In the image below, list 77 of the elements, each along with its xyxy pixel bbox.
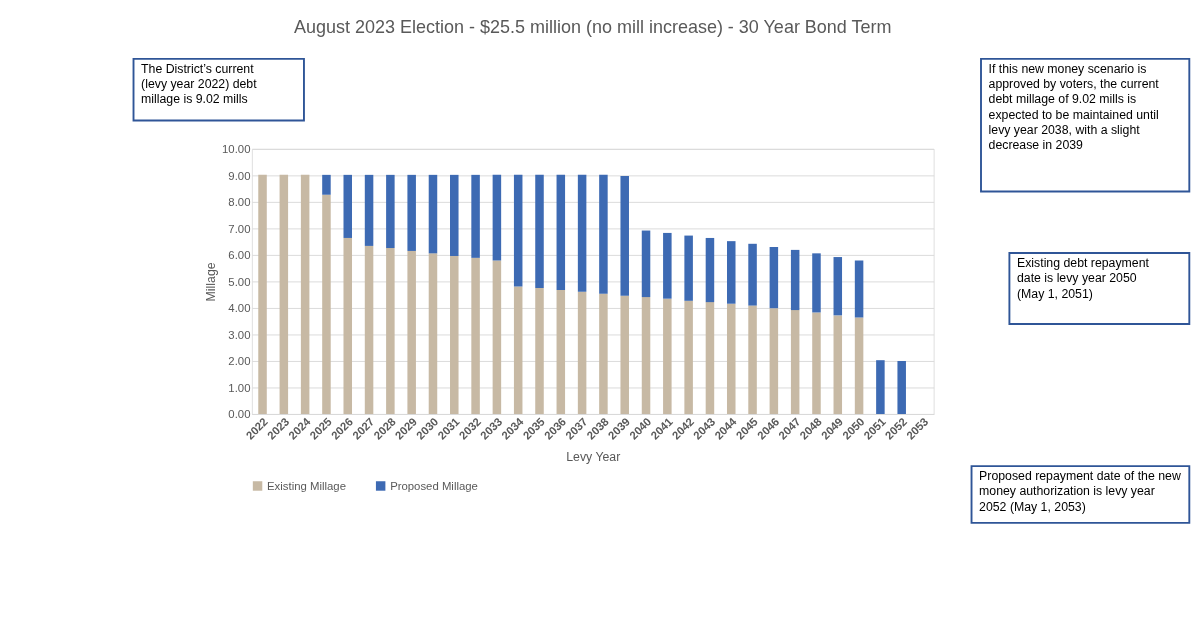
bar bbox=[663, 232, 672, 299]
bar bbox=[748, 305, 757, 415]
y-tick-label: 9.00 bbox=[228, 169, 251, 182]
bar bbox=[599, 293, 608, 415]
bar bbox=[556, 289, 566, 415]
text: If this new money scenario is approved by voters, the current debt millage of 9.02 mills is expected to be maintained until levy year 2038, with a slight decrease in 2039 bbox=[988, 62, 1160, 152]
bar bbox=[748, 243, 757, 306]
bar bbox=[407, 250, 416, 415]
bar bbox=[300, 174, 310, 415]
bar bbox=[897, 360, 906, 415]
bar bbox=[513, 286, 523, 415]
bar bbox=[428, 174, 438, 254]
y-tick-label: 7.00 bbox=[228, 222, 251, 235]
x-axis-title: Levy Year bbox=[566, 449, 621, 464]
bar bbox=[726, 303, 736, 415]
text: Proposed repayment date of the new money authorization is levy year 2052 (May 1, 2053) bbox=[979, 469, 1181, 514]
bar bbox=[407, 174, 416, 251]
text: Existing debt repayment date is levy year 2050 (May 1, 2051) bbox=[1016, 256, 1150, 301]
bar bbox=[876, 360, 885, 415]
y-tick-label: 4.00 bbox=[228, 302, 251, 315]
y-tick-label: 10.00 bbox=[222, 143, 251, 156]
bar bbox=[577, 174, 587, 292]
bar bbox=[343, 174, 353, 238]
y-tick-label: 3.00 bbox=[228, 328, 251, 341]
bar bbox=[684, 300, 693, 415]
bar bbox=[641, 230, 651, 298]
bar bbox=[364, 245, 374, 415]
bar bbox=[343, 237, 353, 415]
bar bbox=[556, 174, 566, 290]
text: The District’s current (levy year 2022) debt millage is 9.02 mills bbox=[141, 62, 258, 107]
bar bbox=[364, 174, 374, 246]
legend-label: Existing Millage bbox=[267, 479, 346, 492]
legend-label: Proposed Millage bbox=[390, 479, 478, 492]
bar bbox=[450, 174, 459, 256]
bar bbox=[471, 174, 480, 258]
y-tick-label: 5.00 bbox=[228, 275, 251, 288]
bar bbox=[726, 241, 736, 304]
bar bbox=[492, 174, 502, 261]
y-tick-label: 2.00 bbox=[228, 355, 251, 368]
y-tick-label: 1.00 bbox=[228, 381, 251, 394]
bar bbox=[535, 174, 544, 289]
bar bbox=[428, 253, 438, 415]
y-tick-label: 6.00 bbox=[228, 249, 251, 262]
bar bbox=[854, 317, 864, 415]
bar bbox=[599, 174, 608, 294]
y-tick-label: 8.00 bbox=[228, 196, 251, 209]
bar bbox=[450, 255, 459, 415]
bar bbox=[641, 297, 651, 415]
bar bbox=[535, 288, 544, 415]
bar bbox=[620, 295, 629, 415]
bar bbox=[769, 308, 779, 415]
bar bbox=[833, 257, 843, 316]
bar bbox=[620, 175, 629, 296]
bar bbox=[790, 310, 800, 415]
y-axis-title: Millage bbox=[204, 262, 219, 302]
bar bbox=[279, 174, 289, 415]
bar bbox=[492, 260, 502, 415]
bar bbox=[471, 257, 480, 415]
bar bbox=[258, 174, 267, 415]
bar bbox=[833, 315, 843, 415]
bar bbox=[513, 174, 523, 287]
bar bbox=[684, 235, 693, 301]
bar bbox=[769, 246, 779, 309]
bar bbox=[322, 174, 331, 195]
bar bbox=[812, 312, 821, 415]
bar bbox=[790, 249, 800, 311]
y-tick-label: 0.00 bbox=[228, 408, 251, 421]
bar bbox=[386, 248, 395, 415]
bar bbox=[812, 253, 821, 313]
chart-title: August 2023 Election - $25.5 million (no mill increase) - 30 Year Bond Term bbox=[294, 17, 892, 38]
bar bbox=[386, 174, 395, 249]
bar bbox=[705, 237, 715, 303]
bar bbox=[663, 298, 672, 415]
bar bbox=[322, 194, 331, 415]
bar bbox=[705, 302, 715, 415]
bar bbox=[577, 291, 587, 415]
bar bbox=[854, 260, 864, 318]
